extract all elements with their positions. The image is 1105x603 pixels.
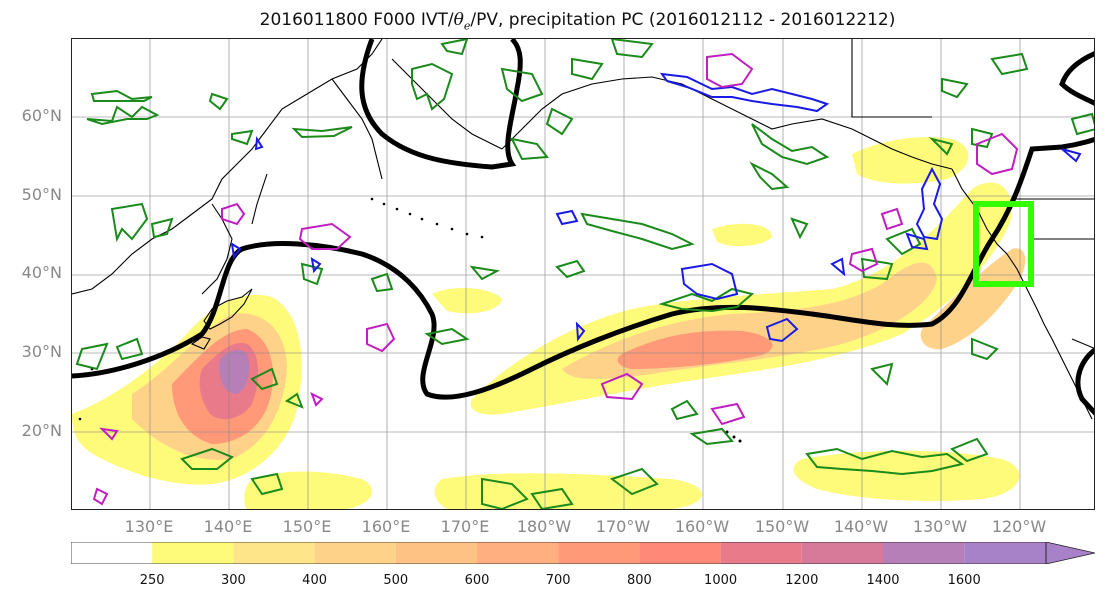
precip-area-central	[470, 182, 1013, 415]
colorbar-segment	[233, 542, 315, 564]
lon-label: 180°W	[516, 517, 572, 536]
colorbar-segment	[558, 542, 640, 564]
colorbar-segment	[720, 542, 802, 564]
precip-area-gulf	[852, 137, 969, 184]
colorbar-segment	[801, 542, 883, 564]
colorbar-segment	[71, 542, 153, 564]
ivt-contour	[72, 39, 1094, 416]
precip-area-central	[617, 330, 773, 369]
lat-label-50: 50°N	[21, 185, 62, 204]
colorbar-svg	[70, 541, 1096, 565]
lon-label: 120°W	[991, 517, 1047, 536]
precip-area-japan	[219, 349, 250, 394]
pv-contours-blue	[230, 72, 1082, 343]
lon-label: 130°W	[912, 517, 968, 536]
coastlines	[72, 39, 1094, 420]
colorbar-label: 250	[139, 573, 165, 588]
colorbar-segment	[314, 542, 396, 564]
precip-area-south	[793, 450, 1020, 501]
lon-label: 140°E	[203, 517, 253, 536]
lon-label: 130°E	[124, 517, 174, 536]
colorbar	[70, 541, 1096, 565]
precip-area-coast	[920, 248, 1026, 350]
colorbar-segment	[883, 542, 965, 564]
colorbar-segment	[395, 542, 477, 564]
map-canvas	[72, 39, 1094, 509]
colorbar-segment	[152, 542, 234, 564]
map-title: 2016011800 F000 IVT/θe/PV, precipitation…	[259, 10, 896, 33]
colorbar-segment	[964, 542, 1046, 564]
colorbar-label: 500	[383, 573, 409, 588]
colorbar-label: 400	[302, 573, 327, 588]
lat-label-60: 60°N	[21, 106, 62, 125]
lon-label: 160°E	[361, 517, 411, 536]
lon-label: 150°E	[282, 517, 332, 536]
precip-area-south	[432, 287, 502, 314]
lon-label: 160°W	[674, 517, 730, 536]
map-panel	[71, 38, 1095, 510]
graticule	[72, 39, 1094, 509]
lon-label: 170°E	[440, 517, 490, 536]
colorbar-label: 700	[545, 573, 571, 588]
island-dots	[78, 197, 742, 443]
colorbar-label: 1200	[785, 573, 819, 588]
colorbar-label: 800	[626, 573, 652, 588]
colorbar-label: 300	[220, 573, 246, 588]
colorbar-segment	[639, 542, 721, 564]
lat-label-30: 30°N	[21, 342, 62, 361]
colorbar-label: 1000	[704, 573, 738, 588]
lon-label: 140°W	[833, 517, 889, 536]
target-region-box	[973, 201, 1034, 287]
lat-label-20: 20°N	[21, 421, 62, 440]
lat-label-40: 40°N	[21, 263, 62, 282]
colorbar-label: 1400	[866, 573, 900, 588]
colorbar-label: 1600	[947, 573, 981, 588]
colorbar-label: 600	[464, 573, 490, 588]
colorbar-segment	[477, 542, 559, 564]
lon-label: 170°W	[595, 517, 651, 536]
pv-contours-magenta	[92, 52, 1019, 506]
precip-area-gulf	[712, 223, 772, 247]
pv-contours-green	[75, 39, 1094, 509]
precipitation-shading	[72, 137, 1026, 509]
lon-label: 150°W	[754, 517, 810, 536]
